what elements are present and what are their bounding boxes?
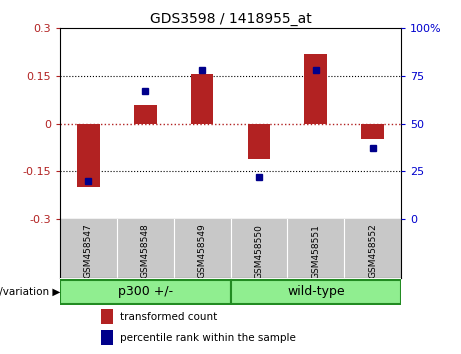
Bar xyxy=(134,104,157,124)
Text: GSM458548: GSM458548 xyxy=(141,224,150,278)
Text: p300 +/-: p300 +/- xyxy=(118,285,173,298)
Text: genotype/variation ▶: genotype/variation ▶ xyxy=(0,287,60,297)
Text: transformed count: transformed count xyxy=(119,312,217,322)
Bar xyxy=(248,124,270,159)
FancyBboxPatch shape xyxy=(60,280,230,304)
Bar xyxy=(101,309,113,324)
Text: GSM458549: GSM458549 xyxy=(198,224,207,278)
Title: GDS3598 / 1418955_at: GDS3598 / 1418955_at xyxy=(150,12,311,26)
Text: GSM458552: GSM458552 xyxy=(368,224,377,278)
Bar xyxy=(101,330,113,345)
Text: GSM458551: GSM458551 xyxy=(311,224,320,279)
Text: GSM458550: GSM458550 xyxy=(254,224,263,279)
Text: percentile rank within the sample: percentile rank within the sample xyxy=(119,333,296,343)
Bar xyxy=(304,54,327,124)
Text: GSM458547: GSM458547 xyxy=(84,224,93,278)
Bar xyxy=(77,124,100,187)
Text: wild-type: wild-type xyxy=(287,285,344,298)
Bar xyxy=(361,124,384,139)
FancyBboxPatch shape xyxy=(230,280,401,304)
Bar xyxy=(191,74,213,124)
